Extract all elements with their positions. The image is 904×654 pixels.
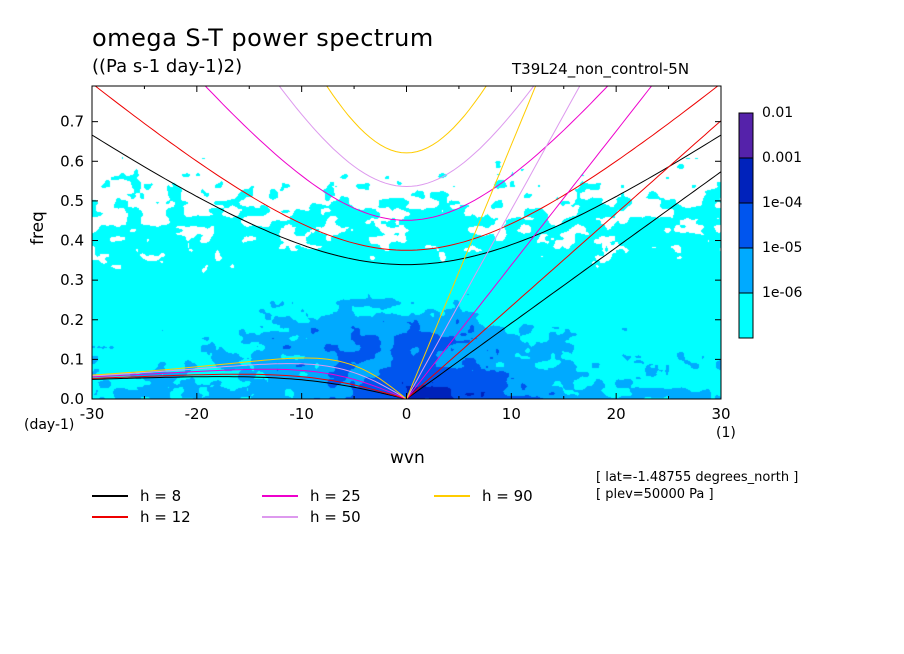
y-tick-label: 0.0 [60,390,84,408]
x-tick-label: -30 [80,405,105,423]
run-label: T39L24_non_control-5N [512,60,690,78]
legend-label: h = 25 [310,487,361,505]
legend-label: h = 8 [140,487,182,505]
legend-item-h12: h = 12 [92,508,191,526]
legend-label: h = 50 [310,508,361,526]
dispersion-curve-h12 [92,373,407,399]
chart-title: omega S-T power spectrum [92,24,434,52]
dispersion-curve-h90 [92,357,407,399]
legend-swatch [262,516,298,518]
x-axis-unit: (1) [716,425,736,441]
dispersion-curve-h8 [92,376,407,399]
colorbar-label: 1e-04 [762,195,803,211]
legend-item-h8: h = 8 [92,487,181,505]
y-tick-label: 0.7 [60,113,84,131]
latitude-annotation: [ lat=-1.48755 degrees_north ] [596,470,799,485]
heatmap-image [92,86,721,399]
legend-swatch [434,495,470,497]
x-tick-label: 30 [711,405,730,423]
colorbar-box [738,157,754,204]
colorbar-box [738,112,754,159]
dispersion-curve-h90 [326,86,487,154]
colorbar-label: 0.01 [762,105,794,121]
dispersion-curve-h50 [278,86,535,188]
colorbar-box [738,247,754,294]
dispersion-curves [92,86,721,399]
legend-swatch [92,495,128,497]
dispersion-curve-h8 [406,171,721,399]
dispersion-curve-h50 [406,86,581,399]
dispersion-curve-h50 [92,363,407,399]
legend-swatch [92,516,128,518]
legend-label: h = 12 [140,508,191,526]
y-axis-unit: (day-1) [24,417,75,433]
y-axis-label: freq [28,211,48,245]
legend-swatch [262,495,298,497]
y-tick-label: 0.5 [60,192,84,210]
dispersion-curve-h25 [92,368,407,399]
legend-item-h25: h = 25 [262,487,361,505]
dispersion-curve-h8 [92,134,721,266]
y-tick-label: 0.6 [60,152,84,170]
y-tick-label: 0.2 [60,311,84,329]
colorbar-label: 1e-06 [762,285,803,301]
dispersion-curve-h12 [406,120,721,399]
dispersion-curve-h25 [204,86,609,221]
y-tick-label: 0.3 [60,271,84,289]
x-tick-label: 0 [402,405,412,423]
x-tick-label: -20 [185,405,210,423]
x-axis-label: wvn [390,448,425,468]
colorbar-box [738,202,754,249]
chart-units: ((Pa s-1 day-1)2) [92,56,243,77]
legend-item-h90: h = 90 [434,487,533,505]
colorbar-label: 0.001 [762,150,803,166]
x-tick-label: 20 [607,405,626,423]
pressure-annotation: [ plev=50000 Pa ] [596,487,714,502]
dispersion-curve-h90 [406,86,537,399]
colorbar-box [738,292,754,339]
legend-item-h50: h = 50 [262,508,361,526]
y-tick-label: 0.1 [60,350,84,368]
y-tick-label: 0.4 [60,232,84,250]
x-tick-label: 10 [502,405,521,423]
dispersion-curve-h25 [406,86,653,399]
colorbar-label: 1e-05 [762,240,803,256]
x-tick-label: -10 [289,405,314,423]
legend-label: h = 90 [482,487,533,505]
dispersion-curve-h12 [94,86,719,251]
